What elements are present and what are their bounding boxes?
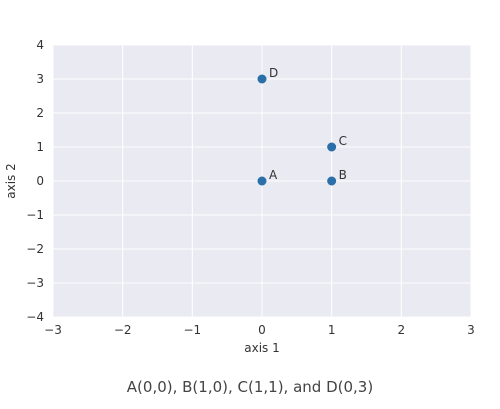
x-tick-label: 0 (258, 323, 266, 337)
x-tick-label: −3 (44, 323, 62, 337)
data-point (327, 142, 337, 152)
point-label: B (339, 168, 347, 182)
data-points: A B C D (257, 66, 347, 186)
y-tick-label: −3 (26, 276, 44, 290)
data-point (257, 74, 267, 84)
point-label: D (269, 66, 278, 80)
y-axis-label: axis 2 (4, 163, 18, 199)
x-axis-label: axis 1 (244, 341, 280, 355)
y-tick-label: 0 (36, 174, 44, 188)
x-tick-labels: −3 −2 −1 0 1 2 3 (44, 323, 475, 337)
y-tick-label: 1 (36, 140, 44, 154)
data-point (257, 176, 267, 186)
point-label: C (339, 134, 347, 148)
x-tick-label: −1 (183, 323, 201, 337)
y-tick-label: −4 (26, 310, 44, 324)
data-point (327, 176, 337, 186)
y-tick-label: −1 (26, 208, 44, 222)
point-label: A (269, 168, 278, 182)
y-tick-label: 2 (36, 106, 44, 120)
y-tick-label: 4 (36, 38, 44, 52)
y-tick-labels: −4 −3 −2 −1 0 1 2 3 4 (26, 38, 44, 324)
x-tick-label: 3 (467, 323, 475, 337)
x-tick-label: −2 (114, 323, 132, 337)
figure-caption: A(0,0), B(1,0), C(1,1), and D(0,3) (126, 378, 374, 396)
x-tick-label: 2 (398, 323, 406, 337)
y-tick-label: −2 (26, 242, 44, 256)
x-tick-label: 1 (328, 323, 336, 337)
y-tick-label: 3 (36, 72, 44, 86)
